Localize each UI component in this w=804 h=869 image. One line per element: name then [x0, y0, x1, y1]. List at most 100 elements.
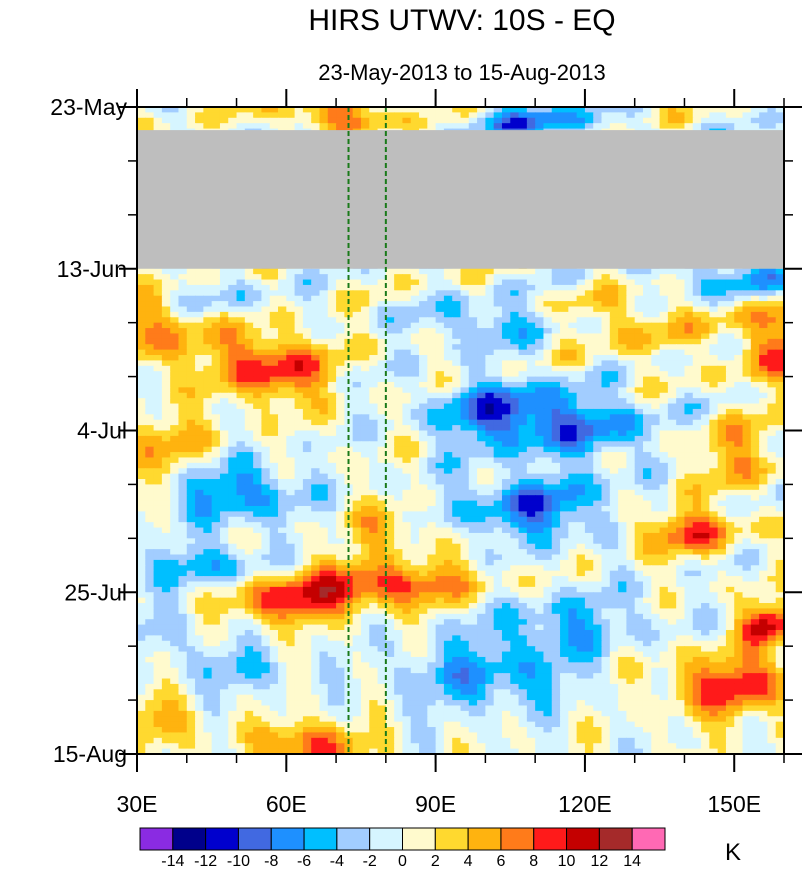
field-cell [609, 381, 619, 388]
field-cell [153, 425, 163, 432]
field-cell [584, 392, 594, 399]
field-cell [659, 301, 669, 308]
field-cell [651, 317, 661, 324]
field-cell [775, 387, 784, 394]
field-cell [493, 371, 503, 378]
field-cell [153, 322, 163, 329]
field-cell [477, 344, 486, 351]
field-cell [219, 274, 229, 281]
field-cell [344, 333, 354, 340]
field-cell [701, 419, 710, 426]
field-cell [609, 425, 619, 432]
field-cell [269, 123, 279, 130]
field-cell [278, 371, 287, 378]
field-cell [427, 317, 437, 324]
field-cell [518, 371, 528, 378]
field-cell [286, 322, 296, 329]
field-cell [269, 349, 279, 356]
field-cell [269, 392, 279, 399]
field-cell [526, 306, 536, 313]
field-cell [626, 117, 636, 124]
field-cell [518, 392, 528, 399]
field-cell [419, 279, 428, 286]
field-cell [742, 419, 752, 426]
field-cell [219, 295, 229, 302]
field-cell [692, 360, 702, 367]
field-cell [377, 117, 387, 124]
field-cell [170, 376, 180, 383]
field-cell [137, 430, 146, 437]
field-cell [551, 376, 561, 383]
field-cell [601, 355, 611, 362]
field-cell [385, 322, 395, 329]
field-cell [195, 387, 204, 394]
field-cell [336, 365, 345, 372]
field-cell [551, 425, 561, 432]
field-cell [311, 274, 321, 281]
field-cell [684, 387, 694, 394]
field-cell [302, 425, 312, 432]
field-cell [170, 387, 180, 394]
field-cell [427, 425, 437, 432]
field-cell [435, 419, 445, 426]
field-cell [759, 322, 769, 329]
field-cell [477, 107, 486, 113]
field-cell [203, 301, 213, 308]
field-cell [385, 328, 395, 335]
field-cell [269, 344, 279, 351]
field-cell [501, 381, 511, 388]
field-cell [410, 419, 420, 426]
field-cell [261, 306, 271, 313]
field-cell [618, 268, 627, 275]
field-cell [269, 117, 279, 124]
field-cell [510, 371, 520, 378]
field-cell [443, 344, 453, 351]
field-cell [742, 328, 752, 335]
field-cell [261, 284, 271, 291]
field-cell [360, 381, 370, 388]
field-cell [195, 333, 204, 340]
field-cell [319, 430, 329, 437]
field-cell [742, 107, 752, 113]
field-cell [419, 349, 428, 356]
field-cell [576, 311, 586, 318]
field-cell [435, 338, 445, 345]
field-cell [385, 419, 395, 426]
field-cell [568, 403, 578, 410]
field-cell [759, 107, 769, 113]
field-cell [419, 355, 428, 362]
field-cell [360, 301, 370, 308]
field-cell [642, 376, 652, 383]
field-cell [186, 268, 196, 275]
field-cell [618, 322, 627, 329]
field-cell [759, 446, 769, 453]
field-cell [593, 349, 603, 356]
field-cell [468, 360, 478, 367]
field-cell [253, 430, 263, 437]
field-cell [676, 344, 686, 351]
field-cell [593, 284, 603, 291]
field-cell [211, 322, 221, 329]
field-cell [435, 398, 445, 405]
field-cell [294, 333, 304, 340]
field-cell [601, 408, 611, 415]
field-cell [642, 123, 652, 130]
field-cell [385, 398, 395, 405]
field-cell [427, 301, 437, 308]
field-cell [385, 107, 395, 113]
field-cell [684, 306, 694, 313]
field-cell [302, 408, 312, 415]
field-cell [253, 371, 263, 378]
field-cell [501, 317, 511, 324]
field-cell [327, 274, 337, 281]
field-cell [468, 317, 478, 324]
field-cell [659, 441, 669, 448]
field-cell [518, 376, 528, 383]
field-cell [501, 360, 511, 367]
field-cell [410, 425, 420, 432]
field-cell [410, 279, 420, 286]
field-cell [311, 371, 321, 378]
field-cell [618, 123, 627, 130]
field-cell [352, 344, 362, 351]
field-cell [170, 123, 180, 130]
